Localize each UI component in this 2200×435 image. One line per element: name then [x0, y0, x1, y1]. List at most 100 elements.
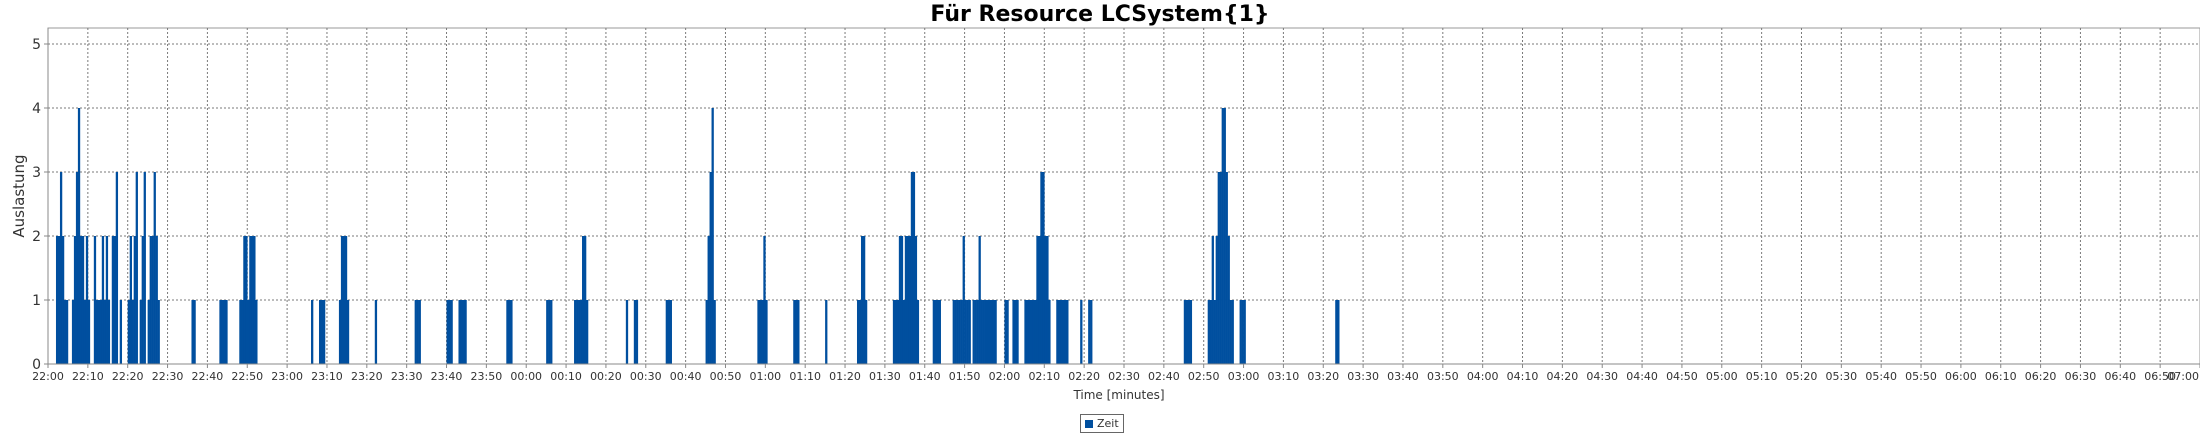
legend: Zeit: [1080, 414, 1124, 433]
bar: [157, 300, 160, 364]
x-tick-label: 03:40: [1387, 370, 1419, 383]
bar: [101, 236, 105, 364]
bar: [986, 300, 989, 364]
bar: [1028, 300, 1031, 364]
bar: [968, 300, 971, 364]
x-tick-label: 01:20: [829, 370, 861, 383]
bar: [1231, 300, 1234, 364]
bars: [55, 108, 1340, 364]
bar: [1185, 300, 1189, 364]
chart-title: Für Resource LCSystem{1}: [930, 2, 1270, 27]
bar: [342, 236, 346, 364]
bar: [247, 300, 250, 364]
x-tick-label: 01:00: [749, 370, 781, 383]
bar: [460, 300, 463, 364]
bar: [982, 300, 985, 364]
bar: [1337, 300, 1340, 364]
bar: [448, 300, 451, 364]
bar: [151, 236, 154, 364]
bar: [193, 300, 196, 364]
bar: [111, 236, 115, 364]
bar: [902, 300, 906, 364]
bar: [550, 300, 553, 364]
bar: [966, 300, 969, 364]
x-tick-label: 06:40: [2104, 370, 2136, 383]
bar: [1090, 300, 1093, 364]
x-tick-label: 06:30: [2065, 370, 2097, 383]
x-tick-label: 05:00: [1706, 370, 1738, 383]
bar: [952, 300, 955, 364]
bar: [71, 300, 75, 364]
bar: [713, 300, 716, 364]
bar: [1207, 300, 1210, 364]
bar: [97, 300, 101, 364]
x-tick-label: 00:20: [590, 370, 622, 383]
bar: [318, 300, 322, 364]
bar: [1221, 108, 1224, 364]
bar: [75, 172, 79, 364]
bar: [797, 300, 800, 364]
bar: [510, 300, 513, 364]
bar: [964, 300, 967, 364]
x-ticks: 22:00 22:10 22:20 22:30 22:40 22:50 23:00 23:10…: [32, 364, 2200, 383]
bar: [1004, 300, 1007, 364]
x-tick-label: 06:10: [1985, 370, 2017, 383]
bar: [59, 172, 63, 364]
bar: [908, 236, 912, 364]
bar: [93, 236, 97, 364]
bar: [900, 236, 904, 364]
x-tick-label: 03:10: [1268, 370, 1300, 383]
x-tick-label: 23:50: [471, 370, 503, 383]
bar: [860, 236, 864, 364]
bar: [1183, 300, 1187, 364]
x-tick-label: 02:20: [1068, 370, 1100, 383]
bar: [119, 300, 123, 364]
bar: [133, 236, 136, 364]
x-tick-label: 04:00: [1467, 370, 1499, 383]
bar: [311, 300, 314, 364]
x-tick-label: 04:10: [1507, 370, 1539, 383]
bar: [1006, 300, 1009, 364]
bar: [113, 236, 117, 364]
bar: [990, 300, 993, 364]
bar: [1066, 300, 1069, 364]
bar: [763, 236, 766, 364]
bar: [906, 236, 910, 364]
legend-label-zeit: Zeit: [1097, 417, 1119, 430]
bar: [705, 300, 708, 364]
bar: [127, 300, 130, 364]
bar: [1088, 300, 1091, 364]
x-tick-label: 05:10: [1746, 370, 1778, 383]
bar: [984, 300, 987, 364]
bar: [956, 300, 959, 364]
bar: [1335, 300, 1338, 364]
bar: [1036, 236, 1039, 364]
bar: [77, 108, 81, 364]
bar: [83, 300, 87, 364]
x-tick-label: 06:50: [2144, 370, 2176, 383]
bar: [548, 300, 551, 364]
bar: [1062, 300, 1065, 364]
bar: [103, 300, 107, 364]
bar: [155, 236, 158, 364]
y-ticks: 0 1 2 3 4 5: [32, 37, 48, 373]
bar: [1227, 236, 1230, 364]
bar: [245, 236, 248, 364]
bar: [508, 300, 511, 364]
bar: [1030, 300, 1033, 364]
bar: [580, 300, 583, 364]
bar: [458, 300, 461, 364]
x-tick-label: 04:40: [1626, 370, 1658, 383]
x-tick-label: 04:50: [1666, 370, 1698, 383]
bar: [894, 300, 898, 364]
bar: [1211, 236, 1214, 364]
bar: [988, 300, 991, 364]
bar: [223, 300, 226, 364]
bar: [864, 300, 868, 364]
bar: [761, 300, 764, 364]
bar: [446, 300, 449, 364]
bar: [1243, 300, 1246, 364]
x-tick-label: 03:00: [1228, 370, 1260, 383]
bar: [1038, 236, 1041, 364]
bar: [1080, 300, 1083, 364]
